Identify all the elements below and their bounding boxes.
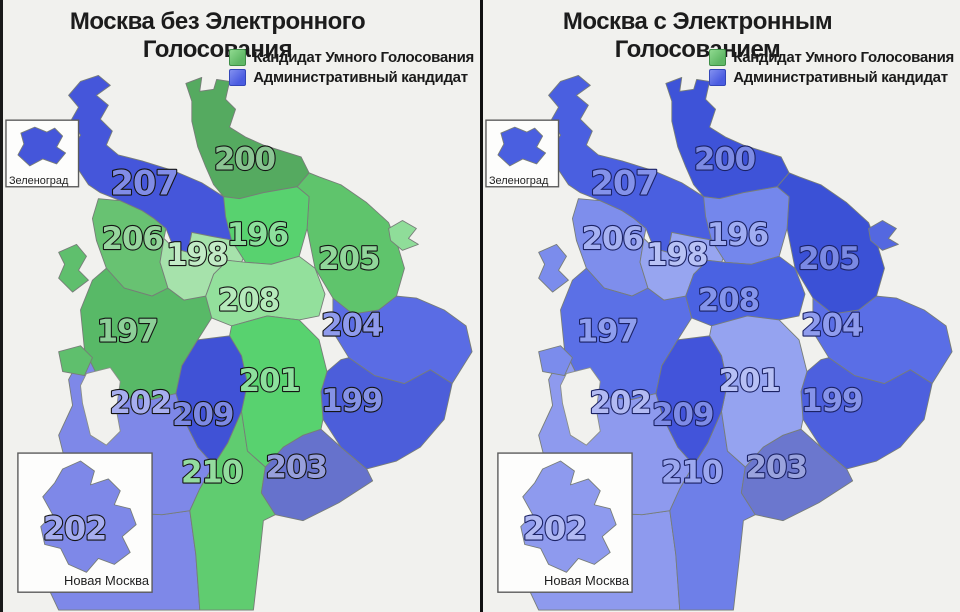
district-number-210: 210 bbox=[181, 454, 242, 490]
district-200-region bbox=[185, 76, 310, 200]
district-209-region bbox=[655, 335, 728, 466]
district-number-206: 206 bbox=[102, 221, 163, 257]
smart-voting-swatch bbox=[229, 49, 247, 66]
district-number-206: 206 bbox=[582, 221, 643, 257]
district-number-202: 202 bbox=[109, 385, 170, 421]
admin-candidate-swatch bbox=[709, 69, 727, 86]
zelenograd-label: Зеленоград bbox=[489, 175, 549, 187]
legend-row-smart: Кандидат Умного Голосования bbox=[709, 49, 954, 66]
smart-voting-label: Кандидат Умного Голосования bbox=[733, 49, 954, 66]
east-exclave-island bbox=[388, 220, 419, 251]
exclave-2 bbox=[538, 345, 573, 377]
district-number-208: 208 bbox=[218, 283, 279, 319]
moscow-map-without-evoting: Зеленоград Новая Москва 202 207 200 196 206 198… bbox=[5, 75, 473, 611]
legend-right: Кандидат Умного Голосования Администрати… bbox=[709, 49, 954, 86]
admin-candidate-label: Административный кандидат bbox=[253, 69, 468, 86]
novaya-moskva-label: Новая Москва bbox=[64, 573, 150, 588]
district-number-205: 205 bbox=[318, 241, 379, 277]
district-number-207: 207 bbox=[110, 163, 178, 202]
east-exclave-island bbox=[868, 220, 899, 251]
legend-row-admin: Административный кандидат bbox=[709, 69, 954, 86]
district-number-204: 204 bbox=[321, 307, 383, 343]
novaya-moskva-label: Новая Москва bbox=[544, 573, 630, 588]
panel-title-right: Москва с Электронным Голосованием bbox=[562, 8, 833, 63]
district-number-196: 196 bbox=[227, 217, 288, 253]
district-number-209: 209 bbox=[652, 397, 713, 433]
district-number-203: 203 bbox=[266, 449, 327, 485]
admin-candidate-swatch bbox=[229, 69, 247, 86]
exclave-2 bbox=[58, 345, 93, 377]
legend-left: Кандидат Умного Голосования Администрати… bbox=[229, 49, 474, 86]
district-205-region bbox=[776, 172, 885, 315]
district-number-202: 202 bbox=[589, 385, 650, 421]
novaya-moskva-region bbox=[40, 460, 137, 573]
district-number-201: 201 bbox=[719, 363, 780, 399]
zelenograd-region bbox=[497, 126, 547, 167]
district-number-205: 205 bbox=[798, 241, 859, 277]
zelenograd-region bbox=[17, 126, 67, 167]
smart-voting-label: Кандидат Умного Голосования bbox=[253, 49, 474, 66]
district-196-region bbox=[223, 186, 310, 265]
district-number-207: 207 bbox=[590, 163, 658, 202]
district-number-inset-202: 202 bbox=[43, 511, 106, 548]
novaya-moskva-region bbox=[520, 460, 617, 573]
legend-row-admin: Административный кандидат bbox=[229, 69, 474, 86]
district-number-199: 199 bbox=[801, 383, 862, 419]
non-district-hole bbox=[560, 367, 601, 446]
district-number-196: 196 bbox=[707, 217, 768, 253]
non-district-hole bbox=[80, 367, 121, 446]
admin-candidate-label: Административный кандидат bbox=[733, 69, 948, 86]
district-number-198: 198 bbox=[646, 237, 707, 273]
district-number-200: 200 bbox=[694, 141, 755, 177]
district-number-inset-202: 202 bbox=[523, 511, 586, 548]
district-196-region bbox=[703, 186, 790, 265]
moscow-map-with-evoting: Зеленоград Новая Москва 202 207 200 196 206 198… bbox=[485, 75, 953, 611]
district-number-201: 201 bbox=[239, 363, 300, 399]
exclave-1 bbox=[58, 243, 89, 293]
district-number-200: 200 bbox=[214, 141, 275, 177]
zelenograd-label: Зеленоград bbox=[9, 175, 69, 187]
district-208-region bbox=[685, 255, 806, 327]
district-number-197: 197 bbox=[97, 313, 158, 349]
district-number-209: 209 bbox=[172, 397, 233, 433]
district-208-region bbox=[205, 255, 326, 327]
district-number-210: 210 bbox=[661, 454, 722, 490]
district-number-198: 198 bbox=[166, 237, 227, 273]
smart-voting-swatch bbox=[709, 49, 727, 66]
district-number-199: 199 bbox=[321, 383, 382, 419]
panel-title-left: Москва без Электронного Голосования bbox=[69, 8, 366, 63]
district-number-197: 197 bbox=[577, 313, 638, 349]
legend-row-smart: Кандидат Умного Голосования bbox=[229, 49, 474, 66]
district-number-203: 203 bbox=[746, 449, 807, 485]
district-number-204: 204 bbox=[801, 307, 863, 343]
district-number-208: 208 bbox=[698, 283, 759, 319]
map-panel-right: Москва с Электронным Голосованием Кандид… bbox=[480, 0, 960, 612]
district-209-region bbox=[175, 335, 248, 466]
district-205-region bbox=[296, 172, 405, 315]
exclave-1 bbox=[538, 243, 569, 293]
map-panel-left: Москва без Электронного Голосования Канд… bbox=[3, 0, 480, 612]
district-200-region bbox=[665, 76, 790, 200]
